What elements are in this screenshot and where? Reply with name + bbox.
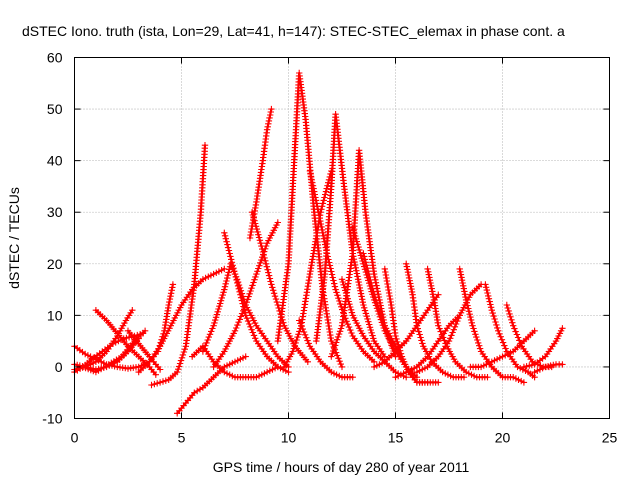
data-series xyxy=(520,325,566,371)
series-markers xyxy=(174,353,249,417)
y-tick-label: 50 xyxy=(47,101,63,117)
series-line xyxy=(176,355,247,415)
y-tick-label: 30 xyxy=(47,204,63,220)
x-tick-label: 5 xyxy=(178,430,186,446)
y-tick-label: 60 xyxy=(47,50,63,66)
data-series xyxy=(392,312,463,381)
series-markers xyxy=(456,265,528,386)
series-markers xyxy=(79,327,149,376)
y-axis-label: dSTEC / TECUs xyxy=(6,187,22,289)
series-markers xyxy=(148,142,209,389)
series-markers xyxy=(531,361,566,376)
series-markers xyxy=(92,307,159,378)
data-series xyxy=(246,105,275,242)
x-tick-label: 10 xyxy=(281,430,297,446)
data-series xyxy=(174,353,249,417)
x-tick-label: 20 xyxy=(495,430,511,446)
series-line xyxy=(484,283,536,379)
series-markers xyxy=(467,327,538,371)
chart-title: dSTEC Iono. truth (ista, Lon=29, Lat=41,… xyxy=(22,23,565,39)
y-tick-label: 40 xyxy=(47,153,63,169)
data-series xyxy=(306,167,378,365)
data-series xyxy=(296,317,356,381)
x-tick-label: 0 xyxy=(71,430,79,446)
data-series xyxy=(381,265,442,386)
series-line xyxy=(298,319,354,379)
series-markers xyxy=(392,312,463,381)
series-group xyxy=(71,69,566,417)
series-markers xyxy=(135,265,228,376)
series-markers xyxy=(246,105,275,242)
axis-ticks: 0 5 10 15 20 25 -10 0 10 20 30 40 50 60 xyxy=(42,50,617,446)
data-series xyxy=(467,327,538,371)
data-series xyxy=(531,361,566,376)
x-tick-label: 25 xyxy=(602,430,618,446)
series-markers xyxy=(370,291,442,371)
y-tick-label: 20 xyxy=(47,256,63,272)
y-tick-label: 0 xyxy=(55,359,63,375)
y-tick-label: -10 xyxy=(42,411,62,427)
plot-frame xyxy=(74,57,610,419)
data-series xyxy=(189,343,281,381)
data-series xyxy=(135,265,228,376)
series-markers xyxy=(124,327,164,373)
data-series xyxy=(124,327,164,373)
series-markers xyxy=(221,229,292,376)
data-series xyxy=(148,142,209,389)
data-series xyxy=(370,291,442,371)
data-series xyxy=(92,307,159,378)
x-tick-label: 15 xyxy=(388,430,404,446)
y-tick-label: 10 xyxy=(47,307,63,323)
data-series xyxy=(482,281,538,381)
data-series xyxy=(456,265,528,386)
x-axis-label: GPS time / hours of day 280 of year 2011 xyxy=(213,459,470,475)
series-markers xyxy=(199,260,292,371)
data-series xyxy=(221,229,292,376)
series-markers xyxy=(296,317,356,381)
series-markers xyxy=(520,325,566,371)
